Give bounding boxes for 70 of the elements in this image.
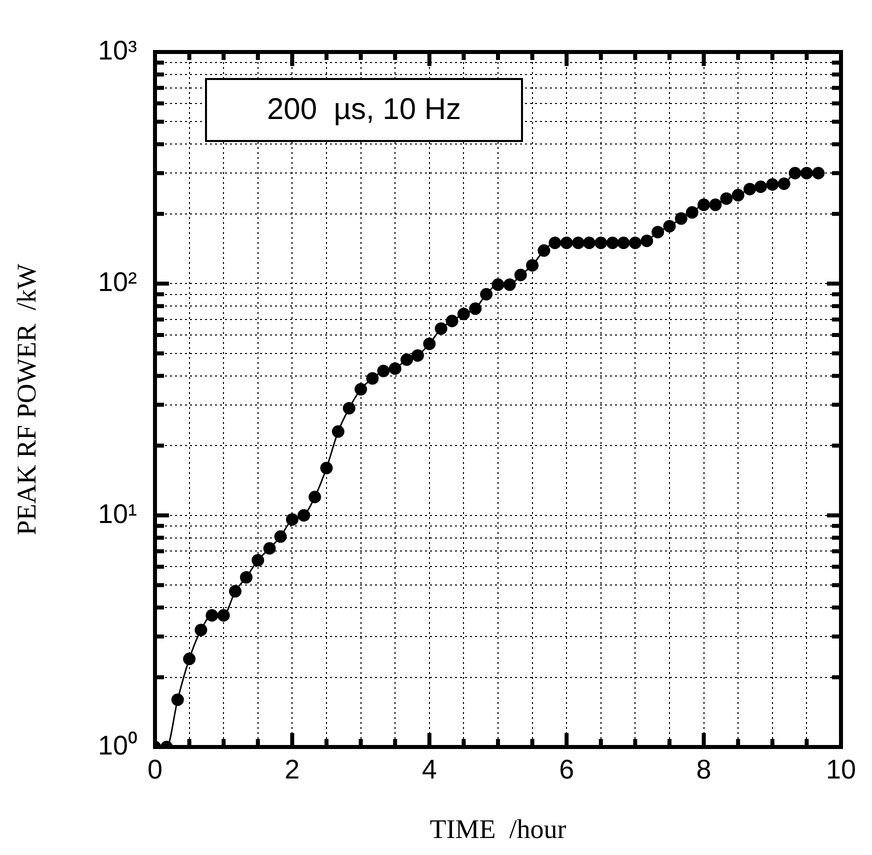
point xyxy=(788,166,802,180)
point xyxy=(354,383,368,396)
point xyxy=(252,554,264,566)
point xyxy=(548,236,562,250)
point xyxy=(754,180,767,194)
point xyxy=(342,402,356,414)
x-tick-label: 8 xyxy=(696,754,712,785)
point xyxy=(240,571,252,584)
point xyxy=(388,362,402,375)
point xyxy=(183,652,196,666)
point xyxy=(663,220,676,232)
y-tick-label: 10⁰ xyxy=(98,730,137,760)
point xyxy=(457,308,470,320)
point xyxy=(229,585,242,598)
point xyxy=(423,338,436,350)
point xyxy=(582,236,596,250)
y-tick-label: 10² xyxy=(98,267,137,298)
point xyxy=(709,198,722,212)
point xyxy=(606,236,619,250)
point xyxy=(766,178,779,191)
point xyxy=(503,278,516,291)
point xyxy=(514,268,527,282)
point xyxy=(560,236,573,250)
y-tick-label: 10¹ xyxy=(98,498,137,529)
point xyxy=(652,226,664,238)
point xyxy=(366,372,379,385)
point xyxy=(446,314,458,328)
point xyxy=(628,236,642,250)
point xyxy=(732,188,744,202)
point xyxy=(492,278,504,291)
point xyxy=(617,236,630,250)
point xyxy=(640,234,654,248)
y-axis-title: PEAK RF POWER /kW xyxy=(11,263,42,536)
point xyxy=(594,236,608,250)
x-tick-label: 4 xyxy=(422,754,437,785)
x-axis-title: TIME /hour xyxy=(430,814,566,844)
point xyxy=(400,353,414,366)
point xyxy=(720,192,733,205)
point xyxy=(744,182,756,196)
x-tick-label: 2 xyxy=(284,754,300,785)
point xyxy=(194,624,208,636)
point xyxy=(538,244,550,257)
point xyxy=(686,206,698,219)
point xyxy=(572,236,584,250)
point xyxy=(217,609,230,622)
point xyxy=(434,322,448,335)
point xyxy=(308,490,322,504)
point xyxy=(800,166,813,180)
point xyxy=(274,530,287,543)
point xyxy=(480,288,493,301)
point xyxy=(171,693,184,706)
point xyxy=(778,177,790,190)
point xyxy=(812,166,825,180)
x-tick-label: 6 xyxy=(559,754,574,785)
note-box: 200 µs, 10 Hz xyxy=(205,78,523,142)
point xyxy=(469,302,482,315)
point xyxy=(411,349,424,362)
point xyxy=(206,609,218,622)
point xyxy=(298,509,310,522)
point xyxy=(526,259,539,272)
y-tick-label: 10³ xyxy=(98,35,137,66)
point xyxy=(674,212,688,225)
x-tick-label: 0 xyxy=(147,754,163,785)
x-tick-label: 10 xyxy=(826,754,856,785)
point xyxy=(320,462,333,474)
point xyxy=(377,364,390,378)
point xyxy=(263,542,276,555)
point xyxy=(332,425,344,438)
point xyxy=(286,513,298,526)
point xyxy=(698,198,710,212)
